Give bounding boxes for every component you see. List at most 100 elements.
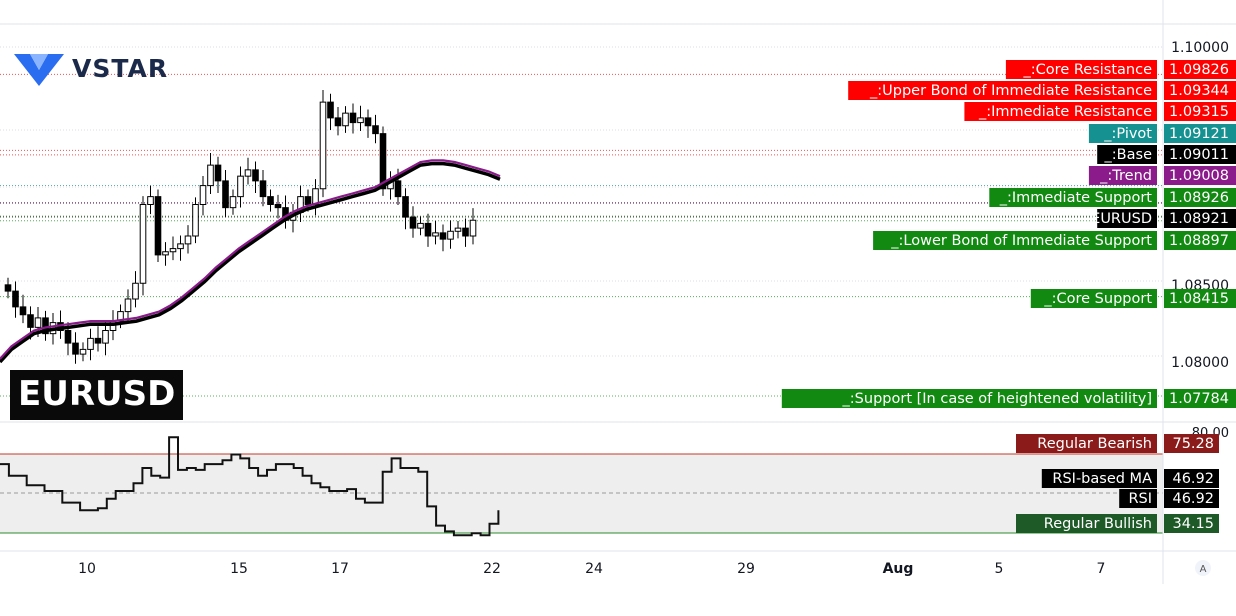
candle-body <box>394 180 402 198</box>
level-value-bg <box>1164 124 1236 143</box>
candle-body <box>342 112 349 127</box>
candle-body <box>364 117 372 127</box>
candle-body <box>259 180 267 198</box>
candle-body <box>244 169 252 177</box>
level-value-bg <box>1164 188 1236 207</box>
candle-body <box>319 101 327 190</box>
candle-body <box>447 230 454 240</box>
level-name-bg <box>1030 289 1157 308</box>
level-name-bg <box>848 81 1157 100</box>
candle-body <box>147 196 154 205</box>
level-name-label: _:Core Resistance <box>1023 62 1153 78</box>
candle-body <box>402 196 409 218</box>
level-name-label: _:Core Support <box>1043 291 1152 307</box>
candle-body <box>199 185 207 206</box>
level-name-label: _:Immediate Resistance <box>978 104 1152 120</box>
rsi-band-value-label: 46.92 <box>1172 491 1214 507</box>
level-name-label: _:Lower Bond of Immediate Support <box>890 233 1152 249</box>
candle-body <box>154 196 162 256</box>
candle-body <box>304 196 312 205</box>
rsi-band-name-label: RSI-based MA <box>1052 471 1152 487</box>
level-value-label: 1.09011 <box>1169 147 1229 163</box>
rsi-band-name-bg <box>1016 514 1157 533</box>
rsi-band-name-label: Regular Bullish <box>1044 516 1152 532</box>
level-gridlines <box>0 46 1163 397</box>
rsi-line <box>0 436 500 537</box>
candle-body <box>34 317 42 328</box>
level-name-label: _:Support [In case of heightened volatil… <box>842 391 1152 407</box>
level-name-bg <box>1097 209 1157 228</box>
candle-body <box>469 219 477 237</box>
level-name-label: _:Base <box>1104 147 1153 163</box>
candle-body <box>379 133 387 190</box>
level-value-label: 1.09315 <box>1169 104 1229 120</box>
level-name-bg <box>989 188 1157 207</box>
candle-body <box>439 232 447 240</box>
candle-body <box>169 248 177 253</box>
level-value-bg <box>1164 166 1236 185</box>
level-name-label: _:Immediate Support <box>999 190 1153 206</box>
rsi-band-value-label: 46.92 <box>1172 471 1214 487</box>
price-tick-label: 1.08000 <box>1171 355 1229 371</box>
auto-scale-icon[interactable]: A <box>1200 564 1207 575</box>
time-tick-label: 17 <box>331 561 349 577</box>
candle-body <box>349 112 357 124</box>
candle-body <box>4 284 12 292</box>
level-value-bg <box>1164 389 1236 408</box>
candle-body <box>274 204 282 209</box>
candle-body <box>462 227 469 237</box>
level-value-bg <box>1164 102 1236 121</box>
level-name-label: _:Upper Bond of Immediate Resistance <box>869 83 1152 99</box>
candle-body <box>417 222 424 229</box>
rsi-band-value-bg <box>1164 434 1219 453</box>
vstar-logo-text: VSTAR <box>72 53 169 83</box>
candle-body <box>432 232 439 237</box>
level-name-label: _:Trend <box>1099 168 1152 184</box>
rsi-band-value-bg <box>1164 514 1219 533</box>
level-name-bg <box>781 389 1157 408</box>
rsi-band-value-bg <box>1164 469 1219 488</box>
candle-body <box>454 227 462 232</box>
candle-body <box>139 204 147 284</box>
candle-body <box>72 342 79 355</box>
candle-body <box>214 164 222 182</box>
level-value-label: 1.08921 <box>1169 211 1229 227</box>
level-name-bg <box>964 102 1157 121</box>
candle-body <box>237 175 244 198</box>
candle-body <box>372 125 379 135</box>
price-tick-label: 1.10000 <box>1171 40 1229 56</box>
rsi-band-name-label: Regular Bearish <box>1037 436 1152 452</box>
level-value-label: 1.09826 <box>1169 62 1229 78</box>
candle-body <box>64 330 72 344</box>
level-value-label: 1.09008 <box>1169 168 1229 184</box>
candle-body <box>42 317 49 335</box>
rsi-band-name-bg <box>1016 434 1157 453</box>
level-value-label: 1.08897 <box>1169 233 1229 249</box>
candle-body <box>87 337 94 350</box>
rsi-band-value-label: 34.15 <box>1172 516 1214 532</box>
level-value-bg <box>1164 145 1236 164</box>
rsi-band-name-label: RSI <box>1128 491 1152 507</box>
candle-body <box>162 251 169 256</box>
candle-body <box>192 204 199 237</box>
level-name-bg <box>1088 166 1157 185</box>
candle-body <box>102 330 109 344</box>
time-tick-label: 15 <box>230 561 248 577</box>
candle-body <box>229 196 237 209</box>
level-value-label: 1.09344 <box>1169 83 1229 99</box>
level-value-bg <box>1164 289 1236 308</box>
candle-body <box>252 169 259 182</box>
time-tick-label: 22 <box>483 561 501 577</box>
level-name-bg <box>1088 124 1157 143</box>
auto-scale-button[interactable] <box>1195 560 1211 576</box>
candle-body <box>424 222 432 237</box>
rsi-band-value-bg <box>1164 489 1219 508</box>
time-tick-label: 29 <box>737 561 755 577</box>
candle-body <box>27 314 34 328</box>
level-value-label: 1.08415 <box>1169 291 1229 307</box>
trend-moving-average-slow <box>0 161 501 364</box>
level-value-bg <box>1164 231 1236 250</box>
trend-moving-average-fast <box>0 159 501 360</box>
candle-body <box>267 196 274 205</box>
